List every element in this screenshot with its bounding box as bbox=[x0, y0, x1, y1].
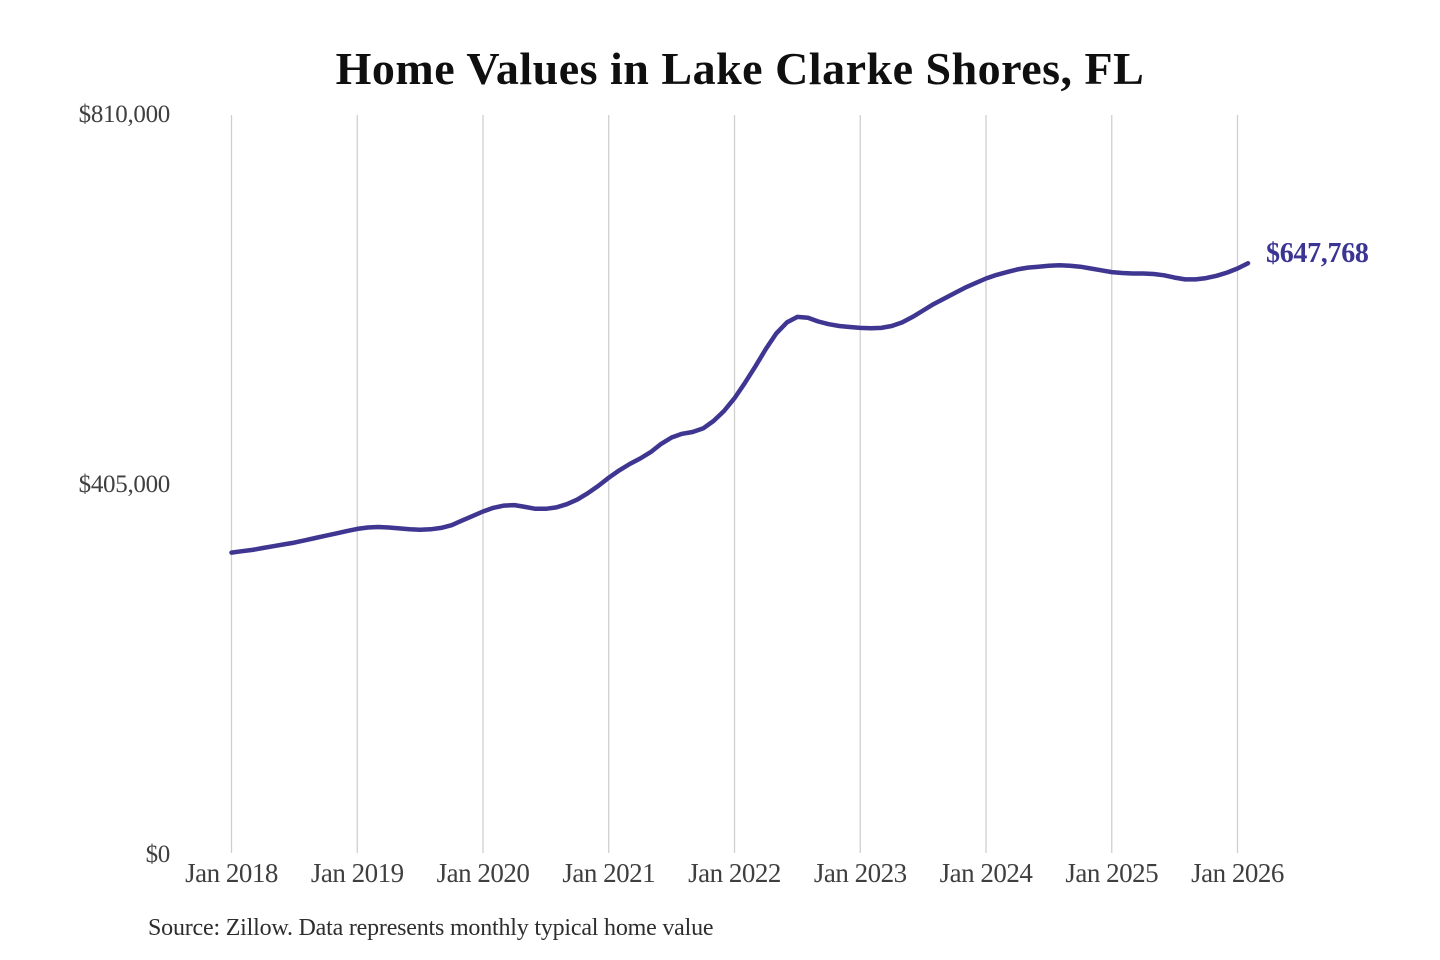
x-tick-label: Jan 2021 bbox=[562, 858, 656, 888]
x-tick-label: Jan 2020 bbox=[436, 858, 530, 888]
x-tick-label: Jan 2023 bbox=[813, 858, 907, 888]
x-tick-label: Jan 2026 bbox=[1191, 858, 1284, 888]
chart-title: Home Values in Lake Clarke Shores, FL bbox=[335, 43, 1145, 94]
x-tick-label: Jan 2025 bbox=[1065, 858, 1159, 888]
y-tick-label: $810,000 bbox=[78, 101, 171, 128]
home-value-line bbox=[229, 260, 1251, 555]
x-tick-label: Jan 2019 bbox=[310, 858, 404, 888]
current-value-label: $647,768 bbox=[1266, 238, 1369, 269]
x-tick-label: Jan 2024 bbox=[939, 858, 1033, 888]
y-tick-label: $0 bbox=[145, 841, 171, 868]
x-tick-label: Jan 2018 bbox=[185, 858, 278, 888]
source-note: Source: Zillow. Data represents monthly … bbox=[148, 915, 714, 941]
x-tick-label: Jan 2022 bbox=[688, 858, 781, 888]
y-tick-label: $405,000 bbox=[78, 471, 171, 498]
